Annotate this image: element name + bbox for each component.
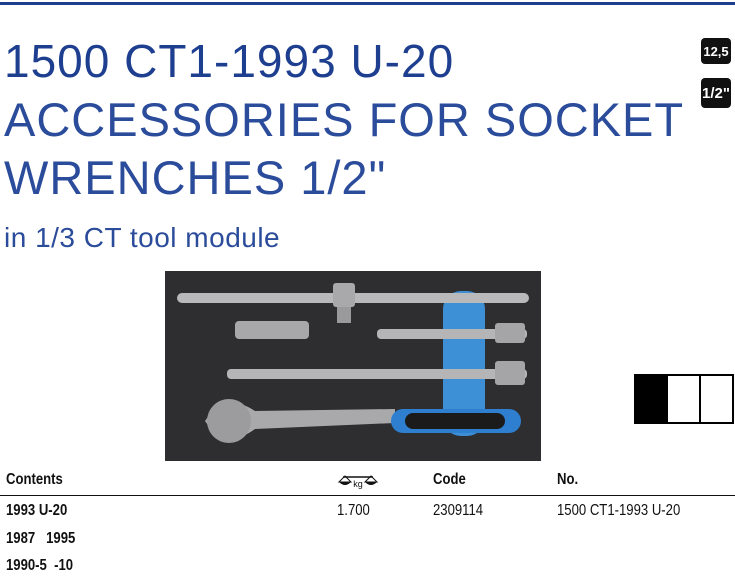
header-rule [0,495,735,496]
subtitle: WRENCHES 1/2" [4,151,387,204]
cell: 1.700 [337,502,370,519]
cell: 1993 U-20 [6,502,68,519]
weight-unit: kg [353,479,363,489]
weight-icon: kg [337,475,379,489]
module-indicator [634,374,734,424]
title: 1500 CT1-1993 U-20 [4,35,455,87]
cell: 1500 CT1-1993 U-20 [557,502,681,519]
subtitle: ACCESSORIES FOR SOCKET [4,93,685,146]
product-image [165,271,541,461]
top-rule [0,2,735,5]
column-header: No. [557,471,579,488]
badge: 1/2" [701,78,731,108]
column-header: Code [433,471,466,488]
cell: 2309114 [433,502,484,519]
module-text: in 1/3 CT tool module [4,222,281,253]
column-header: Contents [6,471,63,488]
cell: 1990-5 -10 [6,557,74,574]
cell: 1987 1995 [6,530,76,547]
badge: 12,5 [701,38,731,64]
